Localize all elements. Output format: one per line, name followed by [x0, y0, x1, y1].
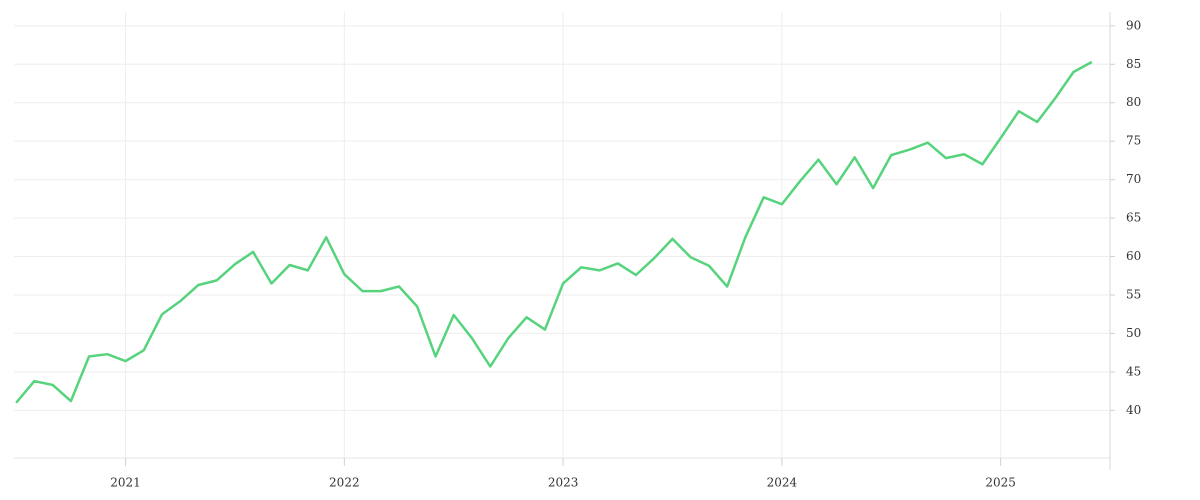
line-series — [15, 60, 1093, 404]
y-tick-label: 60 — [1126, 249, 1141, 263]
y-tick-label: 70 — [1126, 172, 1141, 186]
x-tick-label: 2025 — [985, 476, 1016, 490]
x-tick-label: 2024 — [767, 476, 798, 490]
y-tick-label: 65 — [1126, 211, 1141, 225]
y-tick-label: 80 — [1126, 95, 1141, 109]
y-tick-label: 75 — [1126, 134, 1141, 148]
y-tick-label: 40 — [1126, 403, 1141, 417]
y-tick-label: 50 — [1126, 326, 1141, 340]
y-tick-label: 55 — [1126, 287, 1141, 301]
y-tick-label: 85 — [1126, 57, 1141, 71]
x-tick-label: 2022 — [329, 476, 360, 490]
y-tick-label: 90 — [1126, 18, 1141, 32]
x-tick-label: 2021 — [110, 476, 141, 490]
y-tick-label: 45 — [1126, 364, 1141, 378]
x-tick-label: 2023 — [548, 476, 579, 490]
